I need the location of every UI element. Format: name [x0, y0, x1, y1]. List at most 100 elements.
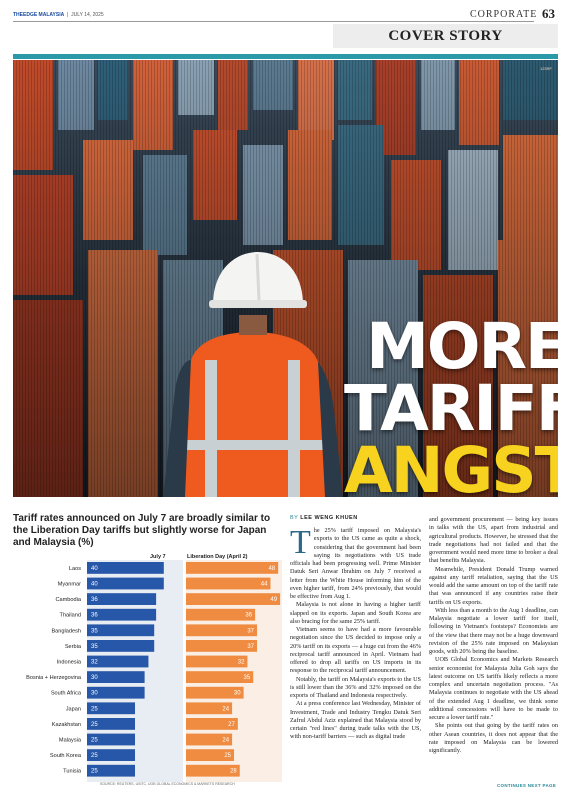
- legend-liberation-day: Liberation Day (April 2): [187, 554, 248, 560]
- data-label-july: 30: [91, 675, 98, 681]
- data-label-july: 32: [91, 660, 98, 666]
- paragraph: UOB Global Economics and Markets Researc…: [429, 656, 558, 721]
- bar-liberation-day: [186, 640, 258, 652]
- category-label: Serbia: [65, 644, 82, 650]
- data-label-liberation-day: 24: [222, 706, 229, 712]
- paragraph: At a press conference last Wednesday, Mi…: [290, 700, 421, 741]
- cover-story-banner: COVER STORY: [333, 24, 558, 48]
- category-label: Thailand: [60, 613, 81, 619]
- paragraph: Vietnam seems to have had a more favoura…: [290, 626, 421, 675]
- bar-liberation-day: [186, 624, 258, 637]
- photo-credit: 123RF: [539, 66, 552, 71]
- category-label: Bosnia + Herzegovina: [26, 675, 82, 681]
- container-port-photo: [13, 60, 558, 497]
- data-label-liberation-day: 37: [247, 644, 254, 650]
- chart-source: SOURCE: REUTERS, USITC, UOB GLOBAL ECONO…: [100, 782, 235, 786]
- bar-liberation-day: [186, 671, 254, 683]
- paragraph: With less than a month to the Aug 1 dead…: [429, 606, 558, 655]
- data-label-liberation-day: 27: [228, 722, 235, 728]
- headline: MORE TARIFF ANGST: [344, 310, 558, 497]
- paragraph: he 25% tariff imposed on Malaysia's expo…: [290, 527, 421, 600]
- data-label-liberation-day: 35: [244, 675, 251, 681]
- bar-july: [87, 749, 135, 761]
- bar-july: [87, 686, 145, 699]
- worker-figure: [163, 252, 343, 497]
- cover-story-label: COVER STORY: [388, 28, 503, 44]
- category-label: Laos: [69, 566, 81, 572]
- chart-title: Tariff rates announced on July 7 are bro…: [13, 513, 271, 548]
- data-label-liberation-day: 28: [230, 769, 237, 775]
- data-label-july: 36: [91, 597, 98, 603]
- bar-liberation-day: [186, 686, 244, 699]
- paragraph: She points out that going by the tariff …: [429, 722, 558, 754]
- category-label: South Africa: [51, 691, 82, 697]
- bar-liberation-day: [186, 608, 256, 621]
- category-label: Tunisia: [63, 769, 82, 775]
- bar-liberation-day: [186, 577, 271, 590]
- bar-liberation-day: [186, 749, 234, 761]
- bar-liberation-day: [186, 655, 248, 668]
- category-label: Indonesia: [57, 660, 82, 666]
- bar-july: [87, 718, 135, 730]
- data-label-july: 30: [91, 691, 98, 697]
- tariff-bar-chart: Laos 40 48 Myanmar 40 44 Cambodia 36 49 Thailand 3…: [26, 560, 282, 782]
- data-label-july: 36: [91, 613, 98, 619]
- data-label-liberation-day: 48: [268, 566, 275, 572]
- category-label: Japan: [66, 706, 81, 712]
- data-label-july: 25: [91, 722, 98, 728]
- headline-line-3: ANGST: [344, 434, 558, 497]
- page-header: THEEDGE MALAYSIA | JULY 14, 2025 CORPORA…: [0, 0, 580, 52]
- category-label: Myanmar: [58, 582, 81, 588]
- bar-july: [87, 593, 157, 605]
- data-label-liberation-day: 24: [222, 738, 229, 744]
- data-label-liberation-day: 37: [247, 628, 254, 634]
- masthead-date: JULY 14, 2025: [71, 12, 104, 18]
- bar-liberation-day: [186, 593, 281, 605]
- headline-line-2: TARIFF: [344, 372, 558, 445]
- article-column-1: T he 25% tariff imposed on Malaysia's ex…: [290, 524, 421, 742]
- masthead-brand: THEEDGE MALAYSIA: [13, 12, 65, 18]
- data-label-liberation-day: 36: [245, 613, 252, 619]
- masthead: THEEDGE MALAYSIA | JULY 14, 2025: [13, 12, 104, 18]
- byline: BY LEE WENG KHUEN: [290, 515, 358, 521]
- paragraph: Meanwhile, President Donald Trump warned…: [429, 565, 558, 606]
- header-divider: [13, 21, 534, 22]
- category-label: Malaysia: [59, 738, 82, 744]
- drop-cap: T: [290, 524, 311, 561]
- bar-liberation-day: [186, 718, 238, 730]
- bar-liberation-day: [186, 562, 279, 574]
- data-label-july: 35: [91, 628, 98, 634]
- bar-july: [87, 608, 157, 621]
- hero-image: 123RF MORE TARIFF ANGST: [13, 60, 558, 497]
- data-label-july: 25: [91, 753, 98, 759]
- page-number: 63: [542, 6, 555, 21]
- data-label-liberation-day: 25: [224, 753, 231, 759]
- data-label-liberation-day: 30: [234, 691, 241, 697]
- paragraph: and government procurement — being key i…: [429, 516, 558, 565]
- data-label-liberation-day: 44: [261, 582, 268, 588]
- category-label: South Korea: [50, 753, 82, 759]
- data-label-liberation-day: 49: [270, 597, 277, 603]
- section-label: CORPORATE: [470, 9, 538, 20]
- bar-july: [87, 562, 164, 574]
- bar-july: [87, 577, 164, 590]
- bar-july: [87, 624, 155, 637]
- legend-july: July 7: [150, 554, 166, 560]
- data-label-july: 25: [91, 706, 98, 712]
- data-label-liberation-day: 32: [238, 660, 245, 666]
- bar-july: [87, 640, 155, 652]
- bar-liberation-day: [186, 764, 240, 777]
- teal-rule: [13, 54, 558, 59]
- data-label-july: 25: [91, 769, 98, 775]
- article-column-2: and government procurement — being key i…: [429, 516, 558, 755]
- data-label-july: 40: [91, 582, 98, 588]
- bar-july: [87, 671, 145, 683]
- byline-prefix: BY: [290, 515, 299, 521]
- bar-july: [87, 733, 135, 746]
- bar-liberation-day: [186, 702, 233, 715]
- paragraph: Malaysia is not alone in having a higher…: [290, 601, 421, 625]
- headline-line-1: MORE: [366, 310, 558, 383]
- category-label: Kazakhstan: [52, 722, 81, 728]
- continues-next-page: CONTINUES NEXT PAGE: [497, 783, 557, 788]
- bar-july: [87, 764, 135, 777]
